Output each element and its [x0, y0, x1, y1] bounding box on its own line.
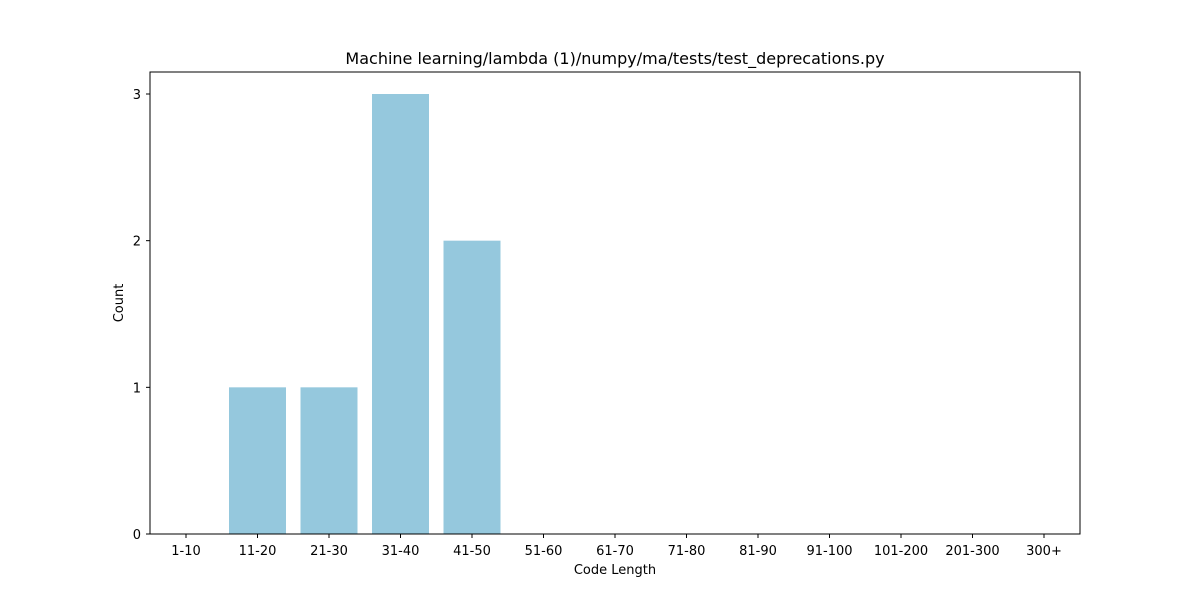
- bar-11-20: [229, 387, 286, 534]
- x-tick-label: 201-300: [945, 544, 999, 559]
- x-tick-label: 1-10: [171, 544, 201, 559]
- x-tick-label: 31-40: [382, 544, 420, 559]
- x-tick-label: 41-50: [453, 544, 491, 559]
- bar-31-40: [372, 94, 429, 534]
- x-tick-label: 21-30: [310, 544, 348, 559]
- y-tick-label: 2: [133, 235, 141, 250]
- x-tick-label: 71-80: [668, 544, 706, 559]
- x-tick-label: 81-90: [739, 544, 777, 559]
- y-axis-title: Count: [112, 284, 127, 323]
- x-tick-label: 61-70: [596, 544, 634, 559]
- y-tick-label: 1: [133, 381, 141, 396]
- bar-21-30: [300, 387, 358, 534]
- x-tick-label: 300+: [1026, 544, 1062, 559]
- chart-title: Machine learning/lambda (1)/numpy/ma/tes…: [345, 49, 884, 69]
- y-tick-label: 3: [133, 88, 141, 103]
- x-tick-label: 51-60: [525, 544, 563, 559]
- bars-group: [229, 94, 501, 534]
- x-axis-ticks: 1-10 11-20 21-30 31-40 41-50 51-60 61-70 71-80 8…: [171, 534, 1062, 559]
- x-axis-title: Code Length: [574, 563, 656, 578]
- y-tick-label: 0: [133, 528, 141, 543]
- x-tick-label: 11-20: [239, 544, 277, 559]
- bar-41-50: [443, 240, 501, 534]
- x-tick-label: 101-200: [874, 544, 928, 559]
- x-tick-label: 91-100: [806, 544, 852, 559]
- y-axis-ticks: 0 1 2 3: [133, 88, 150, 543]
